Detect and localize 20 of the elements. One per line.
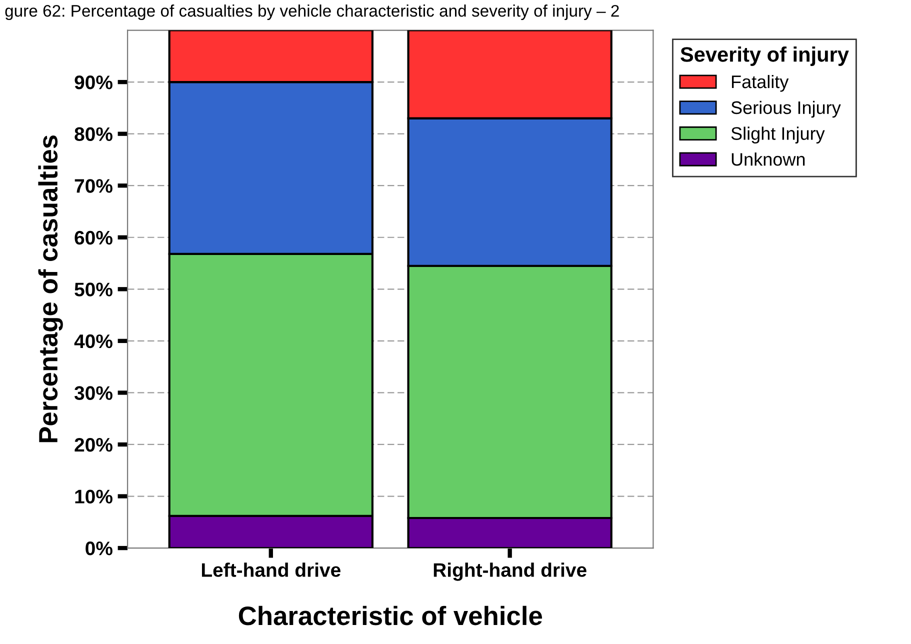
y-tick-label: 40% (74, 334, 112, 348)
chart-title: gure 62: Percentage of casualties by vehicle characteristic and severity of injury – 2 (5, 4, 619, 20)
legend-label: Fatality (732, 74, 789, 92)
y-tick-label: 60% (74, 230, 112, 245)
y-tick-label: 20% (74, 438, 112, 452)
y-tick-label: 70% (74, 179, 112, 193)
y-tick-label: 0% (86, 542, 112, 556)
x-axis-title: Characteristic of vehicle (238, 606, 542, 626)
y-tick-label: 50% (74, 282, 112, 296)
y-tick-label: 30% (74, 386, 112, 400)
y-tick-label: 10% (75, 490, 112, 504)
y-tick-label: 90% (74, 76, 112, 90)
x-tick-label: Left-hand drive (202, 562, 340, 577)
legend-label: Serious Injury (731, 100, 841, 118)
x-tick-label: Right-hand drive (434, 562, 586, 581)
y-tick-label: 80% (74, 127, 112, 142)
legend-label: Slight Injury (731, 126, 825, 144)
y-axis-title: Percentage of casualties (38, 135, 63, 442)
legend-label: Unknown (732, 152, 805, 166)
legend-title: Severity of injury (680, 46, 849, 66)
